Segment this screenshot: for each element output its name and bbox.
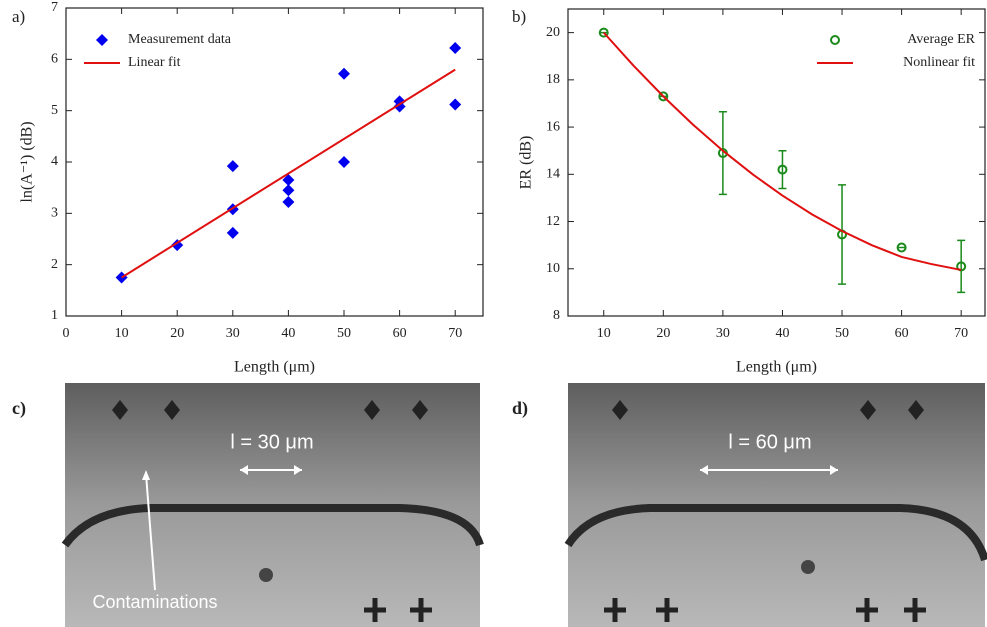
y-tick-label: 4: [51, 154, 58, 169]
y-tick-label: 2: [51, 257, 58, 272]
data-point: [338, 67, 350, 80]
data-point: [282, 173, 295, 186]
data-point: [449, 42, 462, 55]
legend-label: Average ER: [907, 32, 975, 47]
y-tick-label: 14: [546, 167, 560, 182]
x-axis-title: Length (μm): [234, 359, 315, 376]
error-bar: [838, 184, 847, 285]
plot-frame: [567, 8, 986, 317]
data-point: [226, 226, 239, 239]
y-tick-label: 12: [546, 214, 560, 229]
panel-label: a): [12, 7, 25, 26]
data-point: [896, 242, 907, 253]
plot-frame: [65, 7, 484, 317]
x-tick-label: 20: [170, 326, 184, 341]
error-bar: [718, 110, 727, 196]
x-tick-label: 50: [337, 326, 351, 341]
x-tick-label: 30: [226, 326, 240, 341]
legend-label: Nonlinear fit: [903, 55, 975, 70]
y-tick-label: 1: [51, 308, 58, 323]
y-tick-label: 6: [51, 52, 58, 67]
y-tick-label: 3: [51, 206, 58, 221]
data-point: [393, 100, 406, 113]
legend-label: Linear fit: [128, 55, 181, 70]
x-tick-label: 20: [656, 326, 670, 341]
x-tick-label: 40: [281, 326, 295, 341]
micrograph-c: [61, 383, 484, 627]
x-tick-label: 70: [954, 326, 968, 341]
y-tick-label: 7: [51, 0, 58, 15]
x-tick-label: 0: [63, 326, 70, 341]
x-tick-label: 50: [835, 326, 849, 341]
legend-symbol: [96, 34, 108, 46]
x-tick-label: 60: [393, 326, 407, 341]
legend-symbol: [830, 35, 840, 45]
data-point: [282, 184, 295, 197]
data-point: [226, 160, 239, 173]
error-bar: [778, 149, 787, 190]
y-tick-label: 10: [546, 261, 560, 276]
error-bar: [957, 239, 966, 294]
y-axis-title: ER (dB): [518, 136, 535, 190]
panel-label: d): [512, 398, 528, 419]
y-tick-label: 18: [546, 72, 560, 87]
y-tick-label: 16: [546, 119, 560, 134]
x-tick-label: 70: [448, 326, 462, 341]
length-annotation: l = 30 μm: [230, 431, 313, 453]
y-tick-label: 5: [51, 103, 58, 118]
y-tick-label: 8: [553, 308, 560, 323]
data-point: [658, 91, 669, 102]
data-point: [449, 98, 462, 111]
length-annotation: l = 60 μm: [728, 431, 811, 453]
x-tick-label: 30: [716, 326, 730, 341]
data-point: [171, 239, 184, 252]
data-point: [282, 196, 295, 209]
data-point: [777, 164, 788, 175]
data-point: [956, 261, 967, 272]
x-tick-label: 40: [775, 326, 789, 341]
legend-label: Measurement data: [128, 32, 232, 47]
fit-line: [121, 68, 456, 279]
fit-line: [603, 31, 962, 271]
x-tick-label: 10: [597, 326, 611, 341]
y-axis-title: ln(A⁻¹) (dB): [19, 121, 36, 202]
x-tick-label: 10: [115, 326, 129, 341]
panel-label: b): [512, 7, 526, 26]
panel-label: c): [12, 398, 26, 419]
data-point: [338, 156, 350, 168]
data-point: [598, 27, 609, 38]
micrograph-d: [564, 383, 987, 627]
x-axis-title: Length (μm): [736, 359, 817, 376]
x-tick-label: 60: [895, 326, 909, 341]
callout: Contaminations: [92, 592, 217, 612]
y-tick-label: 20: [546, 25, 560, 40]
